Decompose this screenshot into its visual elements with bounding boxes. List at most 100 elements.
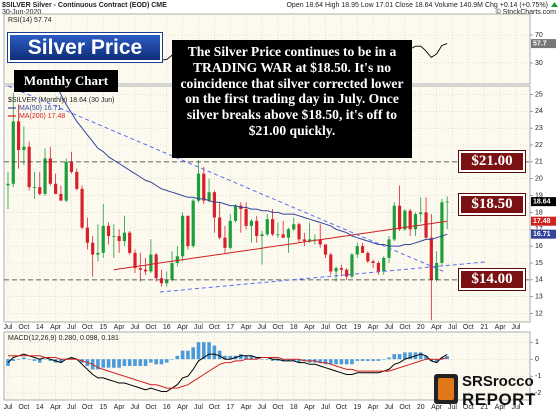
histogram-bar bbox=[302, 359, 307, 361]
y-tick-label: 18 bbox=[535, 209, 543, 216]
x-tick-label: Apr bbox=[304, 324, 316, 331]
histogram-bar bbox=[249, 355, 254, 360]
candle-body bbox=[265, 219, 269, 235]
histogram-bar bbox=[355, 359, 360, 361]
y-tick-label: -2 bbox=[535, 390, 541, 397]
x-tick-label: Jul bbox=[321, 404, 330, 411]
candle-body bbox=[408, 210, 412, 230]
histogram-bar bbox=[371, 359, 375, 361]
price-tag-label: 16.71 bbox=[533, 231, 551, 238]
candle-body bbox=[54, 183, 58, 194]
price-tag-label: 57.7 bbox=[533, 40, 547, 47]
y-tick-label: 21 bbox=[535, 159, 543, 166]
candle-body bbox=[75, 171, 79, 189]
histogram-bar bbox=[154, 359, 158, 365]
candle-body bbox=[360, 246, 365, 253]
x-tick-label: Jul bbox=[448, 404, 457, 411]
candle-body bbox=[329, 254, 333, 272]
histogram-bar bbox=[207, 342, 211, 360]
histogram-bar bbox=[164, 359, 169, 363]
histogram-bar bbox=[159, 359, 164, 365]
histogram-bar bbox=[191, 347, 196, 360]
candle-body bbox=[371, 261, 375, 263]
x-tick-label: Oct bbox=[145, 404, 156, 411]
histogram-bar bbox=[32, 359, 37, 361]
x-tick-label: Oct bbox=[18, 404, 29, 411]
x-tick-label: Jul bbox=[321, 324, 330, 331]
histogram-bar bbox=[350, 359, 354, 365]
candle-body bbox=[27, 146, 31, 188]
histogram-bar bbox=[22, 357, 26, 360]
candle-body bbox=[80, 188, 84, 228]
x-tick-label: Oct bbox=[463, 324, 474, 331]
x-tick-label: Apr bbox=[368, 324, 380, 331]
candle-body bbox=[345, 269, 349, 277]
x-tick-label: 19 bbox=[353, 324, 361, 331]
level-tag: $14.00 bbox=[459, 269, 525, 291]
candle-body bbox=[175, 256, 179, 263]
histogram-bar bbox=[228, 355, 233, 360]
x-tick-label: 17 bbox=[226, 404, 234, 411]
x-tick-label: Oct bbox=[399, 404, 410, 411]
candle-body bbox=[165, 279, 169, 284]
histogram-bar bbox=[6, 359, 10, 366]
candle-body bbox=[429, 237, 433, 280]
y-tick-label: -1 bbox=[535, 373, 541, 380]
logo-emblem bbox=[438, 378, 454, 400]
candle-body bbox=[339, 268, 343, 270]
candle-body bbox=[292, 224, 296, 230]
histogram-bar bbox=[11, 359, 16, 361]
histogram-bar bbox=[339, 359, 344, 365]
level-tag: $21.00 bbox=[459, 151, 525, 173]
x-tick-label: Jul bbox=[131, 404, 140, 411]
histogram-bar bbox=[403, 352, 407, 360]
x-tick-label: Apr bbox=[114, 324, 126, 331]
x-tick-label: 15 bbox=[99, 404, 107, 411]
x-tick-label: Oct bbox=[209, 324, 220, 331]
histogram-bar bbox=[418, 352, 423, 360]
x-tick-label: Apr bbox=[50, 404, 62, 411]
candle-body bbox=[413, 214, 418, 230]
histogram-bar bbox=[96, 359, 100, 370]
candle-body bbox=[170, 263, 174, 280]
histogram-bar bbox=[16, 359, 21, 360]
x-tick-label: 18 bbox=[290, 324, 298, 331]
y-tick-label: 23 bbox=[535, 125, 543, 132]
histogram-bar bbox=[387, 357, 391, 360]
price-tag bbox=[531, 39, 556, 49]
y-tick-label: 70 bbox=[535, 32, 543, 39]
histogram-bar bbox=[117, 359, 121, 368]
candle-body bbox=[143, 269, 148, 272]
candle-body bbox=[276, 234, 280, 236]
candle-body bbox=[249, 220, 254, 226]
histogram-bar bbox=[223, 355, 227, 360]
candle-body bbox=[302, 239, 306, 242]
x-tick-label: 20 bbox=[417, 324, 425, 331]
legend-label: RSI(14) 57.74 bbox=[8, 17, 52, 24]
price-tag bbox=[531, 197, 556, 207]
x-tick-label: Apr bbox=[495, 404, 507, 411]
x-tick-label: Apr bbox=[304, 404, 316, 411]
x-tick-label: Jul bbox=[194, 404, 203, 411]
y-tick-label: 14 bbox=[535, 277, 543, 284]
x-tick-label: Apr bbox=[241, 404, 253, 411]
x-tick-label: Oct bbox=[82, 404, 93, 411]
candle-body bbox=[32, 187, 37, 188]
histogram-bar bbox=[244, 355, 248, 360]
histogram-bar bbox=[101, 359, 106, 368]
histogram-bar bbox=[239, 354, 243, 360]
histogram-bar bbox=[175, 355, 180, 360]
histogram-bar bbox=[360, 359, 365, 361]
x-tick-label: Oct bbox=[272, 404, 283, 411]
candle-body bbox=[133, 252, 137, 269]
candle-body bbox=[159, 278, 164, 284]
x-tick-label: Oct bbox=[272, 324, 283, 331]
commentary: The Silver Price continues to be in a TR… bbox=[172, 40, 412, 158]
candle-body bbox=[270, 219, 275, 235]
candle-body bbox=[419, 212, 423, 215]
histogram-bar bbox=[127, 359, 132, 366]
logo-text: REPORT bbox=[462, 390, 536, 409]
histogram-bar bbox=[366, 359, 370, 361]
candle-body bbox=[397, 205, 402, 230]
histogram-bar bbox=[201, 342, 206, 360]
